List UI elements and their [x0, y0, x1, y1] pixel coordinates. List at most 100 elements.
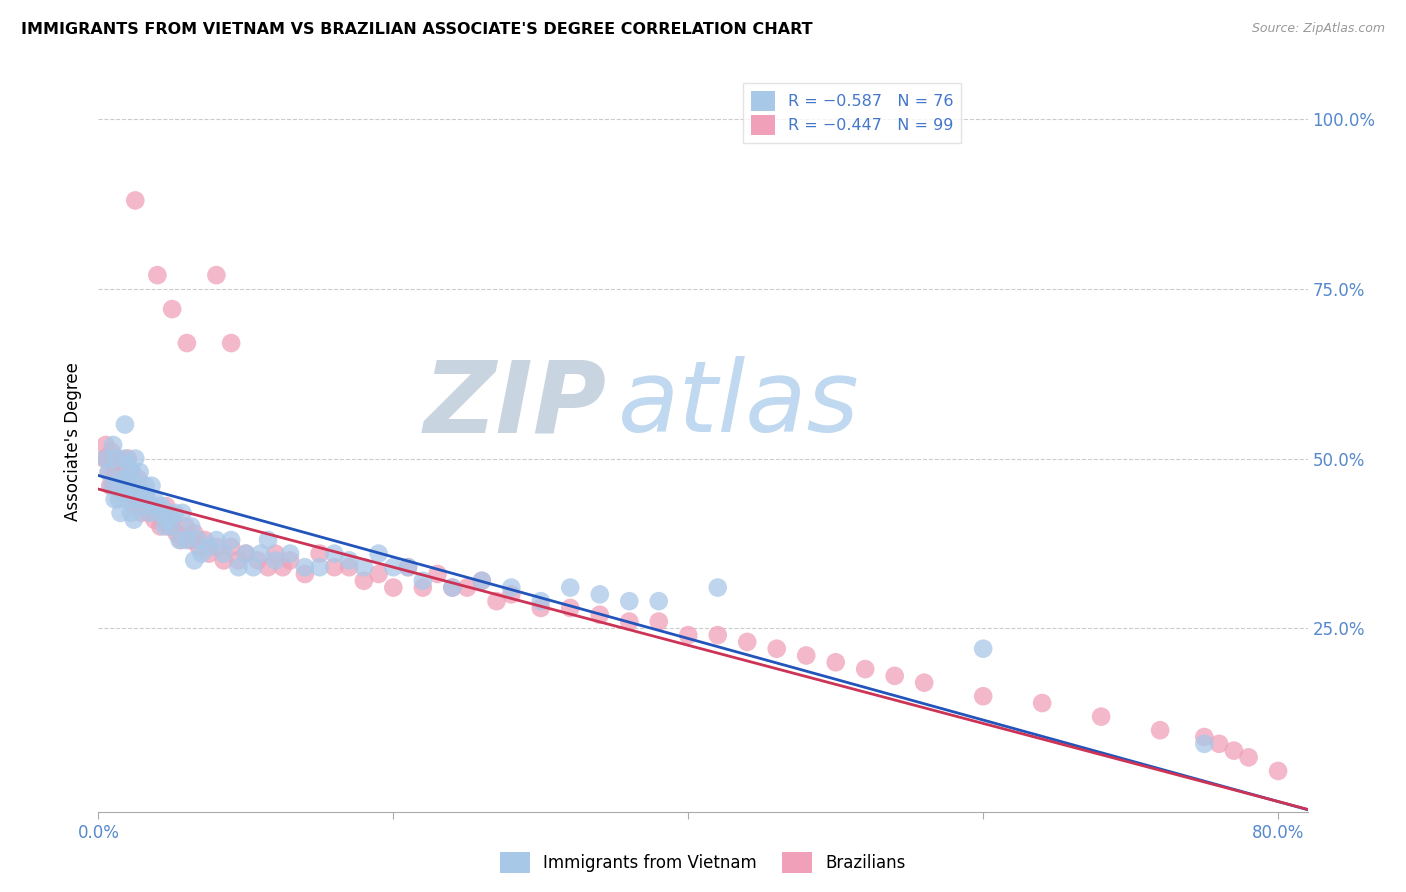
Point — [108, 492, 131, 507]
Point — [205, 540, 228, 554]
Point — [94, 451, 117, 466]
Point — [100, 478, 122, 492]
Point — [853, 662, 876, 676]
Point — [94, 438, 117, 452]
Point — [136, 492, 159, 507]
Point — [149, 519, 172, 533]
Point — [121, 485, 143, 500]
Point — [160, 519, 183, 533]
Point — [135, 492, 157, 507]
Point — [912, 675, 935, 690]
Point — [412, 574, 434, 588]
Point — [396, 560, 419, 574]
Point — [134, 499, 156, 513]
Point — [143, 513, 166, 527]
Point — [235, 547, 257, 561]
Point — [122, 513, 145, 527]
Point — [105, 478, 128, 492]
Point — [619, 594, 641, 608]
Point — [112, 478, 135, 492]
Point — [501, 587, 523, 601]
Point — [120, 485, 142, 500]
Point — [117, 465, 139, 479]
Point — [198, 547, 221, 561]
Point — [124, 451, 146, 466]
Point — [139, 506, 162, 520]
Point — [353, 560, 375, 574]
Point — [471, 574, 494, 588]
Point — [107, 478, 129, 492]
Point — [560, 601, 582, 615]
Point — [278, 547, 301, 561]
Point — [198, 540, 221, 554]
Point — [219, 336, 242, 351]
Point — [323, 560, 346, 574]
Point — [183, 553, 205, 567]
Point — [706, 581, 728, 595]
Point — [104, 492, 127, 507]
Y-axis label: Associate's Degree: Associate's Degree — [65, 362, 83, 521]
Point — [1031, 696, 1053, 710]
Point — [1237, 750, 1260, 764]
Point — [187, 540, 209, 554]
Point — [107, 451, 129, 466]
Point — [367, 547, 389, 561]
Point — [146, 506, 169, 520]
Point — [1149, 723, 1171, 738]
Point — [114, 451, 136, 466]
Point — [129, 506, 152, 520]
Point — [1194, 730, 1216, 744]
Point — [648, 615, 671, 629]
Point — [108, 478, 131, 492]
Point — [156, 513, 179, 527]
Point — [114, 417, 136, 432]
Legend: Immigrants from Vietnam, Brazilians: Immigrants from Vietnam, Brazilians — [494, 846, 912, 880]
Point — [257, 533, 280, 547]
Point — [205, 533, 228, 547]
Point — [172, 506, 194, 520]
Point — [127, 492, 149, 507]
Legend: R = −0.587   N = 76, R = −0.447   N = 99: R = −0.587 N = 76, R = −0.447 N = 99 — [742, 83, 962, 143]
Point — [456, 581, 478, 595]
Point — [125, 478, 148, 492]
Point — [1223, 743, 1246, 757]
Point — [735, 635, 758, 649]
Point — [183, 526, 205, 541]
Point — [120, 506, 142, 520]
Point — [104, 465, 127, 479]
Text: ZIP: ZIP — [423, 356, 606, 453]
Point — [165, 506, 187, 520]
Point — [117, 458, 139, 473]
Point — [97, 465, 120, 479]
Point — [169, 533, 191, 547]
Point — [219, 540, 242, 554]
Point — [353, 574, 375, 588]
Point — [278, 553, 301, 567]
Point — [264, 553, 287, 567]
Point — [131, 485, 153, 500]
Point — [176, 533, 198, 547]
Point — [160, 302, 183, 317]
Point — [396, 560, 419, 574]
Point — [101, 438, 124, 452]
Point — [138, 506, 160, 520]
Point — [125, 492, 148, 507]
Point — [128, 465, 150, 479]
Point — [501, 581, 523, 595]
Point — [264, 547, 287, 561]
Point — [155, 499, 177, 513]
Point — [111, 472, 134, 486]
Point — [117, 451, 139, 466]
Point — [146, 268, 169, 282]
Point — [308, 560, 330, 574]
Point — [246, 553, 269, 567]
Point — [111, 465, 134, 479]
Point — [794, 648, 817, 663]
Point — [115, 485, 138, 500]
Point — [100, 444, 122, 458]
Point — [115, 472, 138, 486]
Point — [323, 547, 346, 561]
Point — [337, 560, 360, 574]
Point — [118, 492, 141, 507]
Point — [235, 547, 257, 561]
